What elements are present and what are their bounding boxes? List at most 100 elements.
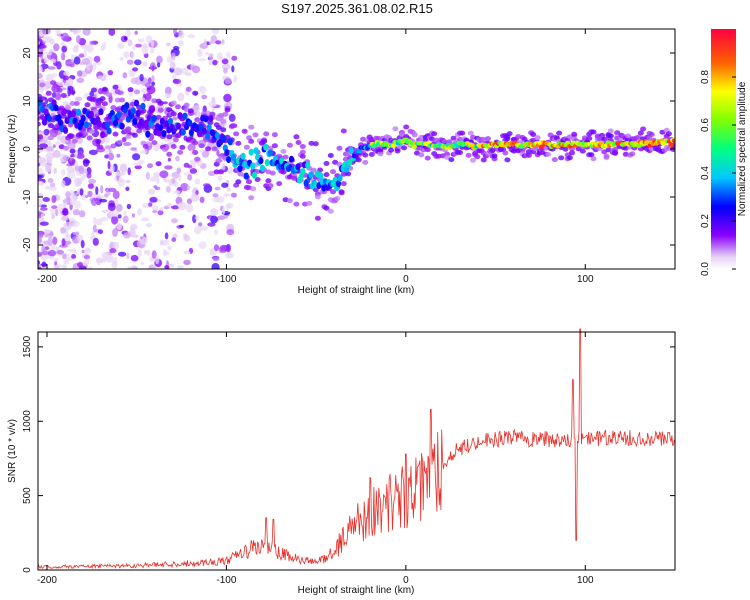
spectrogram-cell <box>45 152 55 160</box>
spectrogram-cell <box>140 87 149 94</box>
spectrogram-cell <box>178 173 182 182</box>
spectrogram-cell <box>87 183 94 189</box>
spectrogram-ridge-cell <box>253 147 259 155</box>
spectrogram-cell <box>189 168 198 174</box>
spectrogram-cell <box>180 183 189 192</box>
spectrogram-cell <box>60 42 66 46</box>
spectrogram-ridge-cell <box>226 156 232 163</box>
spectrogram-cell <box>155 161 162 167</box>
spectrogram-cell <box>43 128 50 136</box>
spectrogram-cell <box>665 131 672 137</box>
spectrogram-cell <box>163 251 170 256</box>
spectrogram-ridge-cell <box>565 140 571 145</box>
spectrogram-cell <box>141 217 150 222</box>
spectrogram-cell <box>108 187 117 192</box>
spectrogram-cell <box>63 221 72 231</box>
spectrogram-cell <box>177 149 184 155</box>
spectrogram-cell <box>185 86 192 92</box>
spectrogram-cell <box>221 163 226 171</box>
spectrogram-ridge-cell <box>227 138 233 146</box>
spectrogram-cell <box>336 145 343 151</box>
spectrogram-cell <box>212 193 219 198</box>
spectrogram-cell <box>286 198 293 204</box>
spectrogram-cell <box>198 222 203 227</box>
spectrogram-cell <box>47 135 54 141</box>
spectrogram-cell <box>118 251 127 257</box>
spectrogram-cell <box>196 160 203 167</box>
spectrogram-cell <box>62 265 67 269</box>
spectrogram-cell <box>179 144 186 150</box>
colorbar-tick-label: 0.8 <box>700 70 711 84</box>
spectrogram-cell <box>130 254 139 262</box>
spectrogram-cell <box>127 167 131 176</box>
spectrogram-cell <box>130 52 135 59</box>
spectrogram-cell <box>117 178 125 187</box>
spectrogram-xlabel: Height of straight line (km) <box>298 285 415 296</box>
spectrogram-cell <box>435 153 442 159</box>
spectrogram-cell <box>246 179 252 185</box>
spectrogram-cell <box>212 256 220 262</box>
spectrogram-ridge-cell <box>135 110 141 117</box>
spectrogram-ridge-cell <box>106 127 112 135</box>
spectrogram-cell <box>72 209 81 216</box>
spectrogram-cell <box>235 140 242 146</box>
spectrogram-cell <box>267 145 274 151</box>
spectrogram-cell <box>169 61 176 70</box>
spectrogram-cell <box>76 70 83 77</box>
spectrogram-ridge-cell <box>259 164 266 172</box>
spectrogram-cell <box>411 132 418 138</box>
spectrogram-cell <box>212 59 218 66</box>
spectrogram-cell <box>147 77 152 85</box>
spectrogram-cell <box>241 128 248 134</box>
spectrogram-cell <box>148 202 153 207</box>
spectrogram-cell <box>132 43 136 51</box>
spectrogram-cell <box>166 151 173 157</box>
spectrogram-cell <box>76 153 85 160</box>
spectrogram-cell <box>588 152 595 158</box>
spectrogram-cell <box>74 96 83 102</box>
spectrogram-cell <box>276 181 283 187</box>
spectrogram-cell <box>106 92 113 98</box>
spectrogram-ridge-cell <box>347 159 353 166</box>
spectrogram-cell <box>263 131 270 137</box>
snr-ytick-label: 1500 <box>22 335 33 358</box>
spectrogram-ridge-cell <box>208 115 214 122</box>
spectrogram-cell <box>114 97 121 103</box>
spectrogram-cell <box>208 60 214 66</box>
spectrogram-ridge-cell <box>70 110 77 118</box>
spectrogram-cell <box>227 187 231 192</box>
spectrogram-cell <box>213 229 219 235</box>
spectrogram-cell <box>355 157 362 163</box>
spectrogram-cell <box>153 172 160 178</box>
spectrogram-cell <box>151 81 156 86</box>
spectrogram-cell <box>166 203 172 208</box>
spectrogram-cell <box>267 183 274 189</box>
spectrogram-cell <box>198 86 205 91</box>
spectrogram-cell <box>431 131 438 137</box>
spectrogram-cell <box>173 29 177 35</box>
spectrogram-cell <box>586 136 593 141</box>
spectrogram-cell <box>198 241 207 250</box>
spectrogram-cell <box>43 240 49 245</box>
spectrogram-cell <box>562 146 569 152</box>
spectrogram-cell <box>140 108 147 114</box>
spectrogram-cell <box>89 40 95 45</box>
spectrogram-cell <box>248 124 255 130</box>
figure-title: S197.2025.361.08.02.R15 <box>281 1 433 16</box>
spectrogram-cell <box>140 261 145 266</box>
spectrogram-cell <box>194 178 201 185</box>
spectrogram-cell <box>225 252 234 259</box>
spectrogram-cell <box>165 42 171 47</box>
spectrogram-cell <box>171 74 176 79</box>
spectrogram-cell <box>314 194 321 200</box>
spectrogram-cell <box>211 207 216 213</box>
spectrogram-cell <box>130 77 138 84</box>
spectrogram-cell <box>195 190 199 196</box>
spectrogram-cell <box>125 179 131 184</box>
spectrogram-cell <box>187 143 196 152</box>
spectrogram-ridge-cell <box>303 179 309 187</box>
spectrogram-cell <box>69 148 76 154</box>
spectrogram-cell <box>226 203 230 211</box>
spectrogram-ridge-cell <box>151 115 157 122</box>
spectrogram-cell <box>172 137 179 143</box>
